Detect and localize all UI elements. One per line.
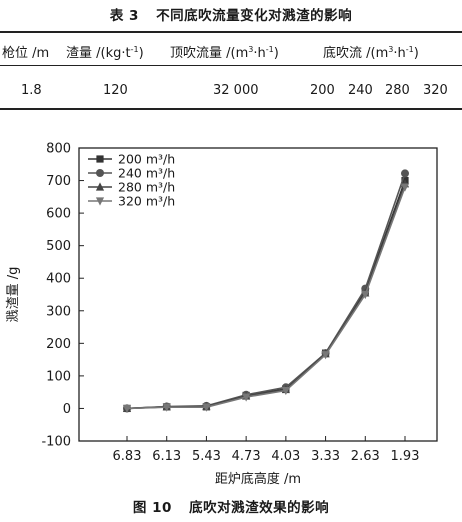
plot-frame <box>78 147 438 442</box>
cell-bottom-flow-3: 280 <box>385 83 410 98</box>
x-axis-title: 距炉底高度 /m <box>215 471 301 487</box>
header-slag-amount: 渣量 /(kg·t-1) <box>66 45 144 61</box>
legend-marker-4 <box>95 197 105 206</box>
legend-marker-1 <box>96 155 104 163</box>
y-tick-label: 200 <box>46 337 71 352</box>
cell-lance-position: 1.8 <box>21 83 42 98</box>
y-tick-label: 700 <box>46 174 71 189</box>
cell-bottom-flow-2: 240 <box>348 83 373 98</box>
header-top-flow: 顶吹流量 /(m3·h-1) <box>170 45 279 61</box>
data-point-series-4 <box>361 290 370 300</box>
y-tick-label: 500 <box>46 239 71 254</box>
x-tick-label: 6.13 <box>152 449 181 464</box>
data-point-series-4 <box>122 404 132 414</box>
cell-bottom-flow-1: 200 <box>310 83 335 98</box>
y-tick-label: 100 <box>46 369 71 384</box>
table-title: 不同底吹流量变化对溅渣的影响 <box>156 8 353 24</box>
table-caption: 表 3 不同底吹流量变化对溅渣的影响 <box>0 4 462 24</box>
data-point-series-4 <box>202 403 211 412</box>
table-number: 表 3 <box>109 8 139 24</box>
x-tick-label: 5.43 <box>192 449 221 464</box>
table-bottom-rule <box>0 108 462 110</box>
chart-svg: -100 0 100 200 300 400 500 600 700 800 6.83 6.13 5.4… <box>6 142 438 487</box>
header-lance-position: 枪位 /m <box>2 46 50 61</box>
y-axis-title: 溅渣量 /g <box>6 267 21 323</box>
x-tick-label: 4.73 <box>232 449 261 464</box>
legend-label-3: 280 m³/h <box>118 180 175 195</box>
figure-caption: 图 10 底吹对溅渣效果的影响 <box>0 496 462 516</box>
x-tick-label: 4.03 <box>271 449 300 464</box>
x-tick-label: 6.83 <box>113 449 142 464</box>
series-line-4 <box>126 186 406 410</box>
x-tick-label: 1.93 <box>391 449 420 464</box>
cell-top-flow: 32 000 <box>213 83 259 98</box>
figure-number: 图 10 <box>132 500 172 516</box>
x-tick-label: 2.63 <box>351 449 380 464</box>
legend-label-4: 320 m³/h <box>118 194 175 209</box>
y-tick-label: 800 <box>46 142 71 157</box>
header-bottom-flow: 底吹流 /(m3·h-1) <box>323 45 419 61</box>
y-tick-label: -100 <box>41 435 71 450</box>
data-point-series-4 <box>242 393 251 402</box>
cell-slag-amount: 120 <box>103 83 128 98</box>
cell-bottom-flow-4: 320 <box>423 83 448 98</box>
data-point-series-4 <box>162 403 171 412</box>
y-tick-label: 300 <box>46 304 71 319</box>
y-tick-label: 600 <box>46 207 71 222</box>
table-mid-rule <box>0 65 462 66</box>
legend-label-1: 200 m³/h <box>118 152 175 167</box>
x-tick-label: 3.33 <box>311 449 340 464</box>
data-point-series-2 <box>401 169 409 178</box>
y-tick-label: 400 <box>46 272 71 287</box>
table-top-rule <box>0 31 462 33</box>
data-point-series-4 <box>400 183 410 192</box>
legend-label-2: 240 m³/h <box>118 166 175 181</box>
legend-marker-2 <box>96 169 104 177</box>
figure-title: 底吹对溅渣效果的影响 <box>189 500 330 516</box>
y-tick-label: 0 <box>63 402 71 417</box>
data-point-series-4 <box>281 386 290 396</box>
data-point-series-4 <box>321 351 330 360</box>
line-chart: -100 0 100 200 300 400 500 600 700 800 6.83 6.13 5.4… <box>0 120 462 492</box>
legend-marker-3 <box>95 182 105 191</box>
